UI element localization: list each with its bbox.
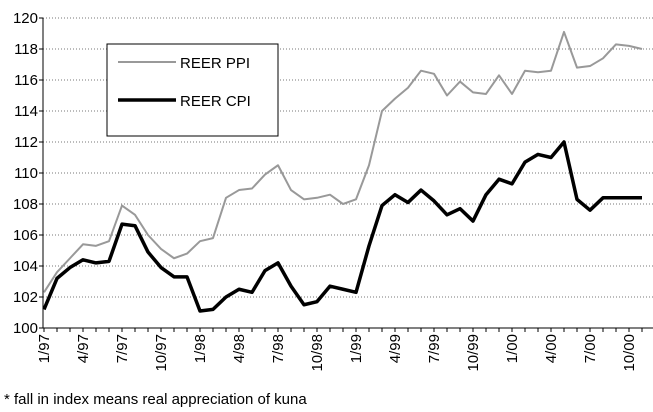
x-tick-label: 1/00 <box>504 334 521 363</box>
y-tick-label: 118 <box>14 41 38 58</box>
x-tick-label: 4/99 <box>387 334 404 363</box>
legend-label: REER PPI <box>180 55 250 72</box>
footnote: * fall in index means real appreciation … <box>4 391 307 408</box>
x-tick-label: 1/97 <box>36 334 53 363</box>
x-tick-label: 7/00 <box>582 334 599 363</box>
x-tick-label: 10/98 <box>309 334 326 372</box>
y-tick-label: 114 <box>14 103 38 120</box>
legend-box <box>106 43 279 137</box>
x-tick-label: 10/00 <box>621 334 638 372</box>
y-tick-label: 100 <box>13 320 38 337</box>
x-tick-label: 1/99 <box>348 334 365 363</box>
y-tick-label: 116 <box>14 72 38 89</box>
x-tick-label: 1/98 <box>192 334 209 363</box>
x-tick-label: 4/00 <box>543 334 560 363</box>
x-tick-label: 4/97 <box>75 334 92 363</box>
y-tick-label: 112 <box>14 134 38 151</box>
legend-label: REER CPI <box>180 93 251 110</box>
x-tick-label: 7/98 <box>270 334 287 363</box>
y-tick-label: 108 <box>13 196 38 213</box>
y-tick-label: 110 <box>14 165 38 182</box>
y-tick-label: 120 <box>13 10 38 27</box>
x-tick-label: 7/99 <box>426 334 443 363</box>
series-line <box>42 140 642 313</box>
y-tick-label: 104 <box>13 258 38 275</box>
x-tick-label: 10/99 <box>465 334 482 372</box>
y-tick-label: 106 <box>13 227 38 244</box>
x-tick-label: 10/97 <box>153 334 170 372</box>
x-tick-label: 7/97 <box>114 334 131 363</box>
y-tick-label: 102 <box>13 289 38 306</box>
series-line <box>43 30 643 293</box>
x-tick-label: 4/98 <box>231 334 248 363</box>
